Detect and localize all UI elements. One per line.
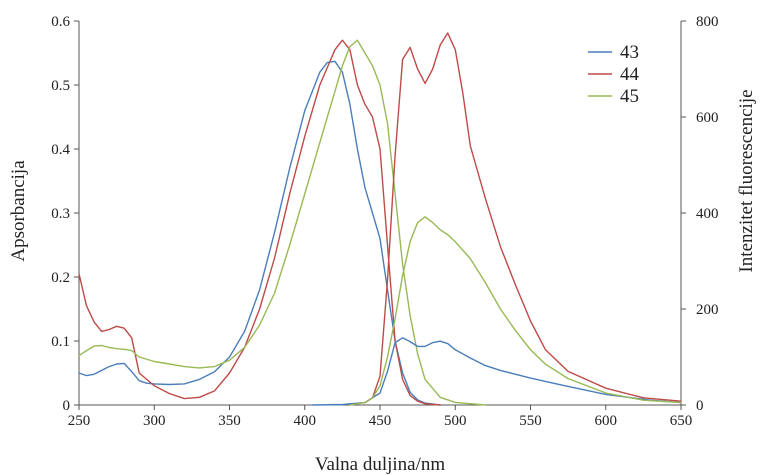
y2-tick-label: 200 (696, 302, 719, 318)
x-tick-label: 600 (595, 413, 618, 429)
x-tick-label: 250 (68, 413, 91, 429)
y2-tick-label: 0 (696, 398, 704, 414)
x-tick-label: 500 (444, 413, 467, 429)
y2-tick-label: 400 (696, 206, 719, 222)
axes: 250 300 350 400 450 500 550 600 65000.10.20.30.4… (51, 14, 718, 429)
legend-label-43: 43 (620, 42, 639, 63)
x-tick-label: 450 (369, 413, 392, 429)
series-44-absorbance-line (78, 39, 441, 406)
y-tick-label: 0.6 (51, 14, 70, 30)
series-layer (78, 32, 682, 406)
x-tick-label: 400 (294, 413, 317, 429)
y2-tick-label: 600 (696, 110, 719, 126)
series-44-fluorescence-line (364, 32, 682, 404)
y2-axis-title: Intenzitet fluorescencije (736, 89, 757, 272)
y2-tick-label: 800 (696, 14, 719, 30)
y-tick-label: 0 (63, 398, 71, 414)
y-tick-label: 0.4 (51, 142, 70, 158)
series-45-absorbance-line (78, 39, 487, 406)
x-axis-title: Valna duljina/nm (315, 454, 446, 475)
y-axis-title: Apsorbancija (8, 160, 29, 262)
x-tick-label: 300 (143, 413, 166, 429)
legend-label-45: 45 (620, 86, 639, 107)
series-45-fluorescence-line (349, 216, 682, 406)
y-tick-label: 0.2 (51, 270, 70, 286)
series-43-absorbance-line (78, 60, 441, 406)
legend-label-44: 44 (620, 64, 640, 85)
y-tick-label: 0.5 (51, 78, 70, 94)
x-tick-label: 350 (218, 413, 241, 429)
y-tick-label: 0.1 (51, 334, 70, 350)
series-43-fluorescence-line (311, 337, 682, 406)
x-tick-label: 650 (670, 413, 693, 429)
y-tick-label: 0.3 (51, 206, 70, 222)
x-tick-label: 550 (519, 413, 542, 429)
